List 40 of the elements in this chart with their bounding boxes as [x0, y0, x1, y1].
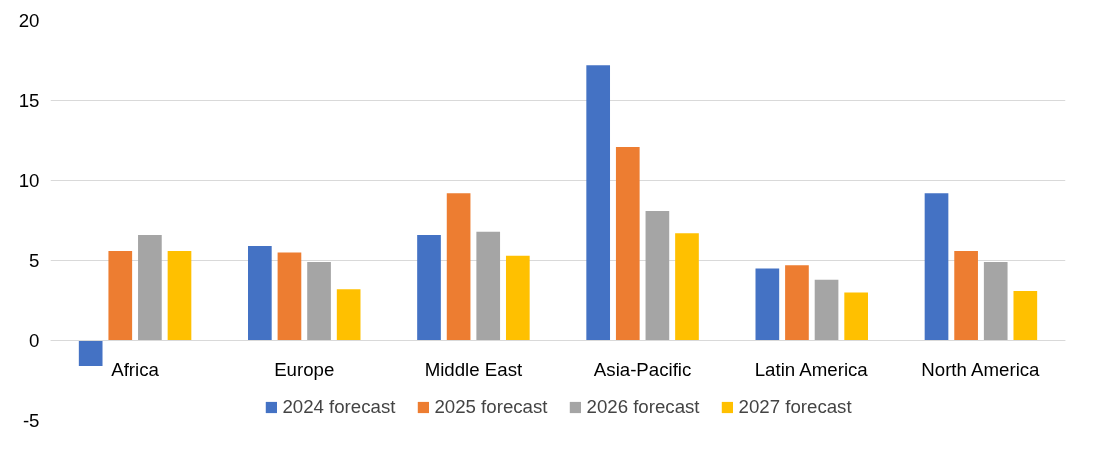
x-tick-label: North America — [921, 358, 1041, 380]
y-tick-label: 20 — [18, 10, 40, 31]
y-tick-label: 5 — [29, 250, 40, 271]
bar — [336, 289, 361, 341]
legend-label: 2025 forecast — [434, 396, 548, 418]
bar — [277, 252, 302, 341]
bar — [248, 246, 272, 341]
bar — [586, 65, 611, 341]
x-tick-label: Latin America — [754, 358, 869, 380]
bar — [1013, 290, 1038, 341]
bar — [138, 234, 162, 341]
bar — [167, 250, 192, 341]
y-tick-label: 10 — [18, 170, 40, 191]
legend-label: 2026 forecast — [586, 396, 700, 418]
bar — [446, 193, 471, 341]
x-tick-label: Africa — [111, 358, 160, 380]
bar — [476, 231, 501, 341]
bar — [505, 255, 530, 341]
bar — [954, 250, 978, 341]
bar — [78, 340, 103, 367]
bar — [755, 268, 780, 341]
x-tick-label: Middle East — [424, 358, 523, 380]
y-tick-label: 15 — [18, 90, 40, 111]
legend-label: 2027 forecast — [738, 396, 852, 418]
x-tick-label: Asia-Pacific — [593, 358, 692, 380]
bar — [108, 250, 133, 341]
bar — [307, 262, 331, 341]
x-tick-label: Europe — [274, 358, 335, 380]
bar — [615, 146, 640, 341]
bar — [924, 193, 949, 341]
bar — [814, 279, 839, 341]
y-tick-label: -5 — [22, 410, 40, 431]
bar — [675, 233, 699, 341]
bar — [844, 292, 868, 341]
bar — [785, 265, 809, 341]
legend-label: 2024 forecast — [282, 396, 396, 418]
bar — [417, 234, 441, 341]
bar — [983, 262, 1008, 341]
y-tick-label: 0 — [29, 330, 40, 351]
bar — [645, 210, 670, 341]
